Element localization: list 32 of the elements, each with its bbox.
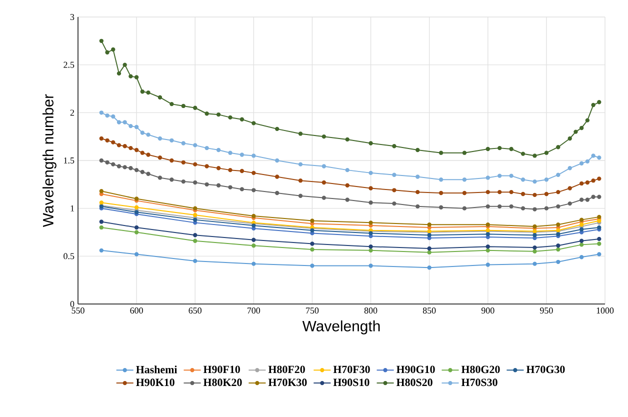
x-tick-label: 850 [422, 308, 436, 314]
y-axis-title: Wavelength number [42, 94, 56, 228]
x-tick-label: 700 [248, 308, 260, 314]
x-axis-title: Wavelength [302, 320, 380, 334]
legend-label: H70S30 [461, 378, 498, 386]
y-tick-label: 2.5 [64, 62, 74, 68]
x-tick-label: 1000 [596, 308, 614, 314]
legend-label: H70K30 [268, 378, 307, 386]
legend-label: H90S10 [333, 378, 370, 386]
x-tick-label: 750 [306, 308, 319, 314]
y-tick-label: 1 [70, 205, 74, 212]
x-tick-label: 950 [540, 308, 553, 314]
legend-label: H90G10 [396, 366, 435, 374]
legend-label: H70F30 [333, 366, 370, 374]
legend-label: H70G30 [526, 366, 565, 374]
legend-label: Hashemi [136, 366, 178, 374]
legend-label: H80K20 [203, 378, 242, 386]
x-tick-label: 550 [72, 308, 84, 314]
legend-label: H90F10 [203, 366, 240, 374]
x-tick-label: 900 [481, 308, 494, 314]
y-tick-label: 1.5 [64, 157, 74, 164]
x-tick-label: 600 [130, 308, 143, 314]
x-tick-label: 800 [364, 308, 378, 314]
y-tick-label: 0 [70, 300, 74, 308]
y-tick-label: 3 [70, 14, 74, 20]
y-tick-label: 2 [70, 110, 74, 116]
legend-label: H80S20 [396, 378, 432, 386]
y-tick-label: 0.5 [64, 253, 74, 260]
legend-label: H80F20 [268, 366, 305, 374]
legend-label: H80G20 [461, 366, 500, 374]
x-tick-label: 650 [188, 308, 202, 314]
legend-label: H90K10 [136, 378, 174, 386]
